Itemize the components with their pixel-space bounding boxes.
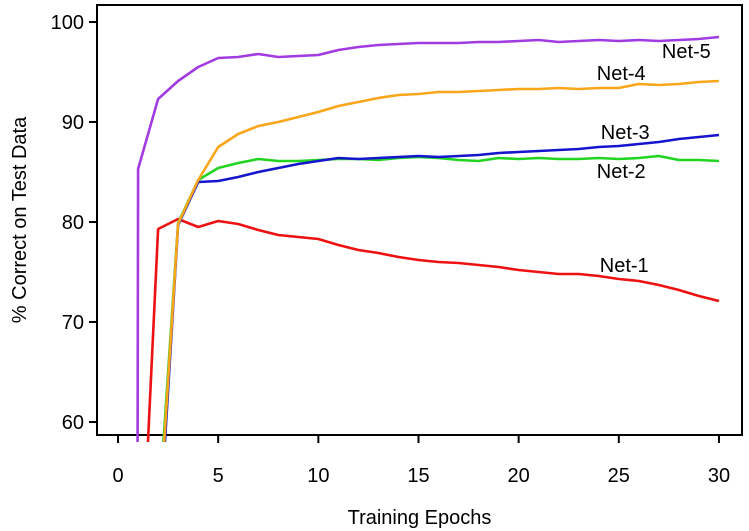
series-line-net-4 bbox=[162, 79, 720, 442]
series-line-net-2 bbox=[162, 154, 720, 442]
x-tick-label: 25 bbox=[608, 465, 630, 487]
series-label-net-1: Net-1 bbox=[600, 255, 649, 277]
y-tick-label: 100 bbox=[51, 12, 84, 34]
y-tick-label: 70 bbox=[62, 312, 84, 334]
x-tick-label: 5 bbox=[213, 465, 224, 487]
series-line-net-5 bbox=[136, 35, 720, 442]
x-tick-label: 0 bbox=[112, 465, 123, 487]
x-tick-label: 15 bbox=[407, 465, 429, 487]
y-tick-label: 90 bbox=[62, 112, 84, 134]
series-line-net-3 bbox=[163, 133, 720, 442]
series-label-net-2: Net-2 bbox=[597, 161, 646, 183]
x-tick-label: 30 bbox=[708, 465, 730, 487]
x-tick-label: 10 bbox=[307, 465, 329, 487]
plot-border bbox=[96, 4, 743, 436]
series-label-net-5: Net-5 bbox=[662, 41, 711, 63]
series-line-net-1 bbox=[146, 217, 720, 442]
y-tick-label: 60 bbox=[62, 412, 84, 434]
y-axis-title: % Correct on Test Data bbox=[9, 116, 31, 323]
series-label-net-3: Net-3 bbox=[601, 122, 650, 144]
x-tick-label: 20 bbox=[508, 465, 530, 487]
series-label-net-4: Net-4 bbox=[597, 63, 646, 85]
y-tick-label: 80 bbox=[62, 212, 84, 234]
x-axis-title: Training Epochs bbox=[348, 507, 492, 529]
